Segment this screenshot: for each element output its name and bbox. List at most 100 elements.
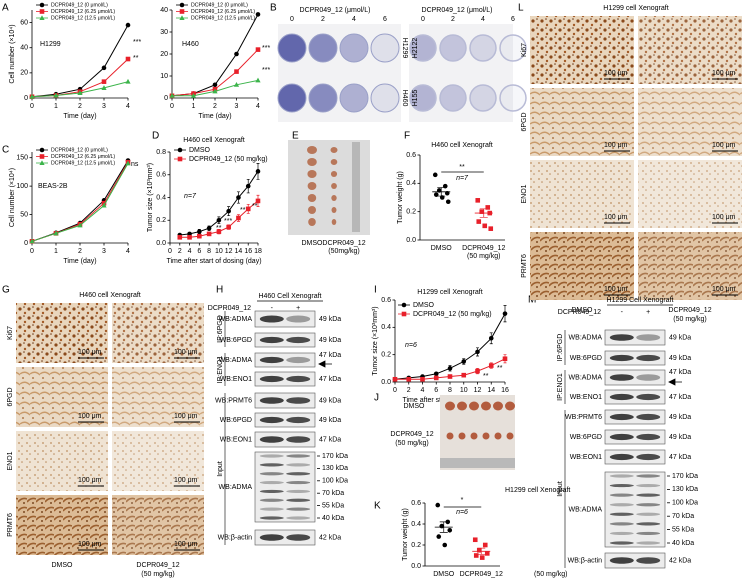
band [636, 453, 661, 461]
tumor [331, 207, 337, 213]
x-tick-label: 1 [192, 103, 196, 110]
blot-strip [254, 529, 316, 546]
marker [177, 156, 183, 162]
marker [482, 223, 488, 229]
ladder-label: 130 kDa [322, 465, 348, 472]
marker [255, 47, 261, 52]
scale-label: 100 μm [174, 541, 198, 548]
x-tick-label: 1 [54, 103, 58, 110]
blot-strip [604, 369, 666, 386]
x-tick-label: 10 [460, 387, 468, 394]
marker [197, 233, 202, 239]
band [636, 483, 661, 488]
band [259, 375, 284, 383]
panel-label: J [374, 393, 379, 404]
x-axis-label: Time (day) [63, 258, 96, 265]
marker [461, 372, 467, 378]
tumor [307, 146, 317, 154]
ihc-image [530, 16, 634, 84]
row-label: PRMT6 [7, 513, 14, 537]
y-tick-label: 0.0 [156, 240, 166, 247]
band [286, 507, 311, 511]
colony-plate [339, 33, 369, 63]
row-label: H460 [401, 90, 408, 107]
y-axis-label: Tumor size (×10³mm³) [372, 306, 379, 375]
marker [442, 542, 448, 548]
x-tick-label: 6 [434, 387, 438, 394]
row-label: WB:ADMA [569, 334, 603, 341]
y-tick-label: 100 [16, 183, 28, 190]
error-bar [477, 547, 486, 555]
marker [53, 230, 59, 236]
tumor [307, 182, 317, 190]
row-label: WB:PRMT6 [215, 397, 252, 404]
x-tick-label: 12 [225, 248, 233, 255]
ihc-image [638, 88, 742, 156]
marker [125, 56, 131, 62]
size-label: 47 kDa [319, 376, 341, 383]
marker [432, 172, 438, 178]
marker [179, 15, 185, 20]
x-tick-label: 4 [421, 387, 425, 394]
tumor [457, 401, 467, 411]
annotation: ** [459, 164, 465, 171]
ihc-title: H460 cell Xenograft [79, 292, 141, 299]
column-label: (50 mg/kg) [673, 316, 706, 323]
blot-strip [604, 429, 666, 445]
band [609, 334, 634, 341]
marker [447, 374, 453, 379]
marker [179, 9, 185, 14]
marker [476, 547, 482, 553]
blot-strip [604, 409, 666, 425]
x-tick-label: 2 [407, 387, 411, 394]
x-tick-label: 14 [235, 248, 243, 255]
dose-label: 0 [290, 16, 294, 23]
scale-label: 100 μm [174, 413, 198, 420]
marker [77, 90, 83, 95]
y-tick-label: 0.6 [156, 172, 166, 179]
tumor [331, 183, 337, 189]
marker [125, 78, 131, 84]
tumor [307, 158, 317, 166]
x-tick-label: 2 [78, 103, 82, 110]
legend-label: DCPR049_12 (12.5 μmol/L) [51, 160, 115, 166]
y-tick-label: 0.0 [406, 237, 416, 244]
legend-label: DCPR049_12 (0 μmol/L) [191, 2, 248, 8]
size-label: 49 kDa [669, 414, 691, 421]
band [286, 336, 311, 344]
row-label: WB:β-actin [218, 534, 252, 541]
band [259, 356, 284, 364]
band [636, 503, 661, 507]
band [609, 557, 634, 564]
legend-label: DCPR049_12 (6.25 μmol/L) [51, 154, 115, 160]
ihc-image [16, 495, 108, 555]
band [636, 512, 661, 516]
legend-label: DCPR049_12 (0 μmol/L) [51, 2, 108, 8]
size-label: 49 kDa [319, 417, 341, 424]
marker [177, 147, 183, 153]
x-tick-label: 10 [215, 248, 223, 255]
column-label: (50 mg/kg) [141, 571, 174, 578]
band [286, 480, 311, 485]
marker [39, 2, 45, 8]
ladder-label: 100 kDa [672, 500, 698, 507]
x-tick-label: 8 [207, 248, 211, 255]
marker [475, 349, 480, 355]
marker [475, 368, 480, 374]
band [609, 474, 634, 478]
row-label: WB:6PGD [570, 434, 602, 441]
colony-plate [339, 83, 369, 113]
row-label: Ki67 [521, 43, 528, 57]
marker [447, 528, 453, 533]
band [286, 416, 311, 424]
sign: - [271, 305, 274, 312]
x-tick-label: DCPR049_12 (50 mg/kg) [462, 245, 505, 260]
band [636, 413, 661, 421]
blot-strip [604, 449, 666, 465]
ihc-image [112, 303, 204, 363]
dose-label: 2 [321, 16, 325, 23]
marker [206, 231, 212, 237]
tumor [330, 159, 338, 165]
dose-label: 4 [481, 16, 485, 23]
band [286, 436, 311, 443]
